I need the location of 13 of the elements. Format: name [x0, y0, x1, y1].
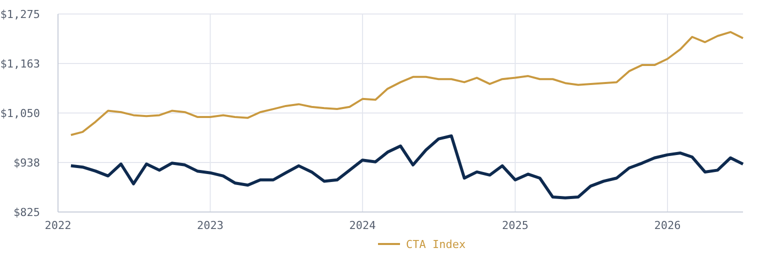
y-tick-label: $1,050 — [0, 106, 40, 120]
legend-label: CTA Index — [406, 238, 466, 251]
line-series — [70, 31, 744, 136]
x-tick-label: 2022 — [44, 219, 72, 232]
y-tick-label: $825 — [14, 206, 40, 219]
line-series — [69, 134, 744, 200]
y-tick-label: $938 — [14, 156, 40, 170]
x-tick-label: 2023 — [197, 219, 224, 232]
x-tick-label: 2026 — [654, 219, 681, 232]
y-tick-label: $1,163 — [0, 57, 40, 70]
y-tick-label: $1,275 — [0, 8, 40, 21]
x-tick-label: 2024 — [349, 219, 376, 232]
x-tick-label: 2025 — [502, 219, 528, 232]
